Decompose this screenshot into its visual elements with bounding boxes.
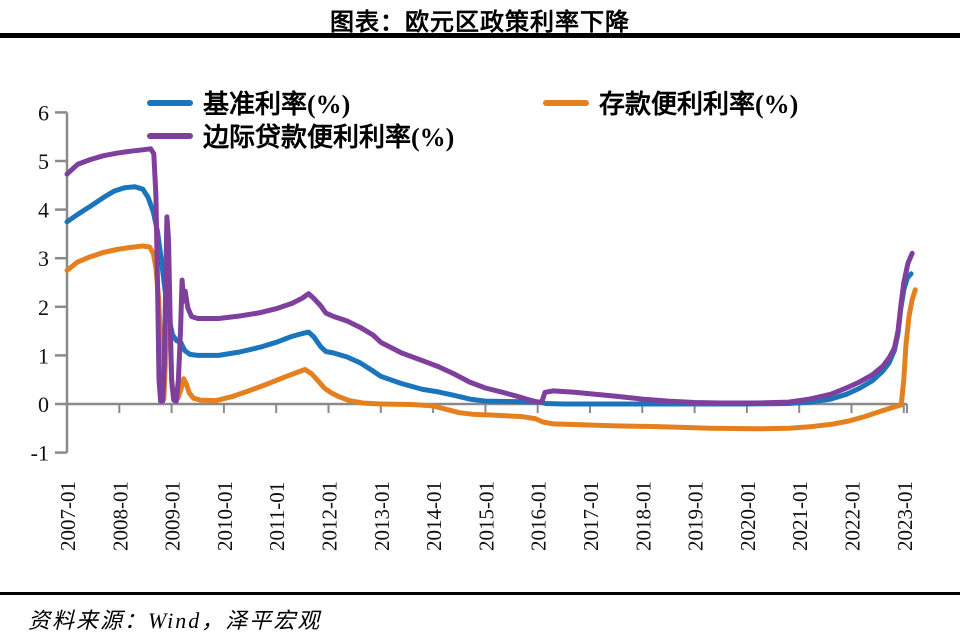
legend-item-deposit-facility-rate: 存款便利利率(%) [543, 84, 798, 121]
legend-item-benchmark-rate: 基准利率(%) [147, 84, 350, 121]
legend-line-deposit-facility-rate [543, 99, 589, 106]
page-title: 图表：欧元区政策利率下降 [330, 10, 630, 36]
x-tick-label: 2021-01 [788, 481, 812, 551]
y-tick-label: 0 [38, 392, 49, 417]
x-tick-label: 2007-01 [56, 481, 80, 551]
x-tick-label: 2017-01 [579, 481, 603, 551]
y-tick-label: 6 [38, 100, 49, 125]
legend-label-benchmark-rate: 基准利率(%) [203, 90, 351, 119]
footer-divider [0, 592, 960, 595]
y-tick-label: 5 [38, 149, 49, 174]
series-line-benchmark-rate [64, 184, 914, 407]
x-tick-label: 2011-01 [265, 482, 289, 551]
legend-line-benchmark-rate [147, 99, 193, 106]
legend-item-marginal-lending-rate: 边际贷款便利利率(%) [147, 117, 454, 154]
x-tick-label: 2012-01 [318, 481, 342, 551]
x-tick-label: 2009-01 [161, 481, 185, 551]
series-line-marginal-lending-rate [64, 146, 915, 406]
legend-label-deposit-facility-rate: 存款便利利率(%) [599, 90, 799, 119]
x-tick-label: 2010-01 [213, 481, 237, 551]
x-tick-label: 2008-01 [108, 481, 132, 551]
x-tick-label: 2013-01 [370, 481, 394, 551]
y-tick-label: 3 [38, 246, 49, 271]
source-note: 资料来源：Wind，泽平宏观 [28, 608, 322, 633]
y-tick-label: 1 [38, 343, 49, 368]
x-tick-label: 2022-01 [841, 481, 865, 551]
y-tick-label: -1 [31, 441, 49, 466]
x-tick-label: 2015-01 [474, 481, 498, 551]
x-tick-label: 2014-01 [422, 481, 446, 551]
legend-line-marginal-lending-rate [147, 132, 193, 139]
title-divider [0, 33, 960, 38]
x-tick-label: 2023-01 [893, 481, 917, 551]
y-tick-label: 2 [38, 295, 49, 320]
y-tick-label: 4 [38, 198, 49, 223]
x-tick-label: 2019-01 [684, 481, 708, 551]
legend-label-marginal-lending-rate: 边际贷款便利利率(%) [203, 123, 455, 152]
x-tick-label: 2018-01 [631, 481, 655, 551]
x-tick-label: 2016-01 [527, 481, 551, 551]
x-tick-label: 2020-01 [736, 481, 760, 551]
